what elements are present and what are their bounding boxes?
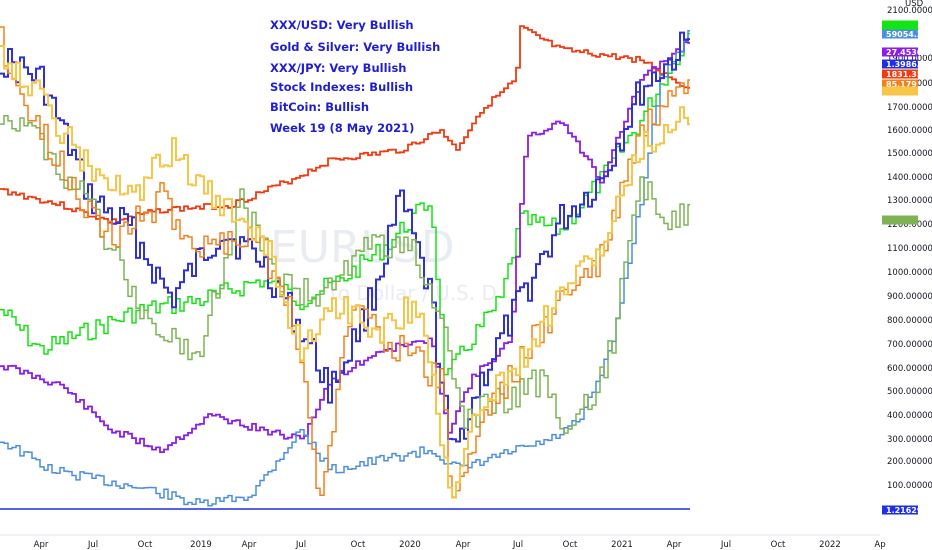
- price-tick-label: 1400.00000: [887, 173, 932, 183]
- series-line: [0, 25, 690, 224]
- time-tick-label: Jul: [512, 540, 523, 550]
- time-tick-label: Apr: [242, 540, 257, 550]
- price-tick-label: 1000.00000: [887, 268, 932, 278]
- price-tick-label: 500.00000: [887, 387, 932, 397]
- price-tick-label: 1100.00000: [887, 244, 932, 254]
- series-line: [0, 26, 690, 498]
- price-tick-label: 1900.00000: [887, 54, 932, 64]
- time-axis: Apr Jul Oct 2019 Apr Jul Oct 2020 Apr Jul Oct 2021 A…: [34, 540, 886, 550]
- time-tick-label: Apr: [667, 540, 682, 550]
- time-tick-label: Oct: [138, 540, 153, 550]
- price-tick-label: 1600.00000: [887, 126, 932, 136]
- time-tick-label: 2020: [399, 540, 421, 550]
- price-tick-label: 1200.00000: [887, 220, 932, 230]
- price-tick-label: 900.00000: [887, 292, 932, 302]
- price-tag: [882, 505, 918, 515]
- time-tick-label: Jul: [87, 540, 98, 550]
- time-tick-label: 2022: [819, 540, 841, 550]
- price-tick-label: 1500.00000: [887, 149, 932, 159]
- watermark-symbol: EURUSD: [270, 222, 455, 273]
- time-tick-label: 2021: [611, 540, 633, 550]
- price-tag: [882, 79, 918, 89]
- price-tag-label: 1831.35500: [886, 70, 932, 79]
- price-tick-label: 1300.00000: [887, 196, 932, 206]
- price-tag-label: 85.179: [886, 80, 917, 89]
- annotation-5: BitCoin: Bullish: [270, 100, 369, 114]
- time-tick-label: Oct: [563, 540, 578, 550]
- price-tag: [882, 86, 918, 96]
- time-tick-label: Apr: [34, 540, 49, 550]
- price-tag: [882, 29, 918, 39]
- annotation-block: XXX/USD: Very Bullish Gold & Silver: Ver…: [270, 18, 440, 135]
- price-tag: [882, 20, 918, 30]
- price-tick-label: 200.00000: [887, 457, 932, 467]
- series-line: [0, 31, 690, 443]
- price-tick-label: 300.00000: [887, 435, 932, 445]
- price-tag: [882, 69, 918, 79]
- series-line: [0, 45, 690, 499]
- time-tick-label: Oct: [771, 540, 786, 550]
- series-line: [0, 41, 690, 453]
- series-layer: [0, 25, 690, 507]
- annotation-2: Gold & Silver: Very Bullish: [270, 40, 440, 54]
- time-tick-label: Apr: [456, 540, 471, 550]
- time-tick-label: Oct: [351, 540, 366, 550]
- price-tag: [882, 215, 918, 225]
- price-tag-label: 27.45300: [886, 48, 928, 57]
- price-tick-label: 700.00000: [887, 340, 932, 350]
- price-tick-label: 2100.00000: [887, 6, 932, 16]
- annotation-6: Week 19 (8 May 2021): [270, 121, 414, 135]
- price-tag-label: 59054.30: [886, 30, 928, 39]
- annotation-1: XXX/USD: Very Bullish: [270, 18, 414, 32]
- time-tick-label: Jul: [295, 540, 306, 550]
- price-tag: [882, 59, 918, 69]
- annotation-4: Stock Indexes: Bullish: [270, 80, 413, 94]
- price-tick-label: 400.00000: [887, 411, 932, 421]
- price-tag: [882, 47, 918, 57]
- series-line: [0, 32, 690, 376]
- price-tick-label: 1700.00000: [887, 103, 932, 113]
- price-tag-label: 1.39863: [886, 60, 922, 69]
- price-tick-label: 600.00000: [887, 364, 932, 374]
- time-tick-label: 2019: [190, 540, 212, 550]
- price-tag-label: 1.21629: [886, 506, 923, 515]
- annotation-3: XXX/JPY: Very Bullish: [270, 61, 407, 75]
- axis-unit: USD: [905, 0, 924, 9]
- time-tick-label: Jul: [720, 540, 731, 550]
- price-tick-label: 800.00000: [887, 316, 932, 326]
- time-tick-label: Ap: [874, 540, 885, 550]
- series-line: [0, 115, 690, 434]
- price-tick-label: 100.00000: [887, 481, 932, 491]
